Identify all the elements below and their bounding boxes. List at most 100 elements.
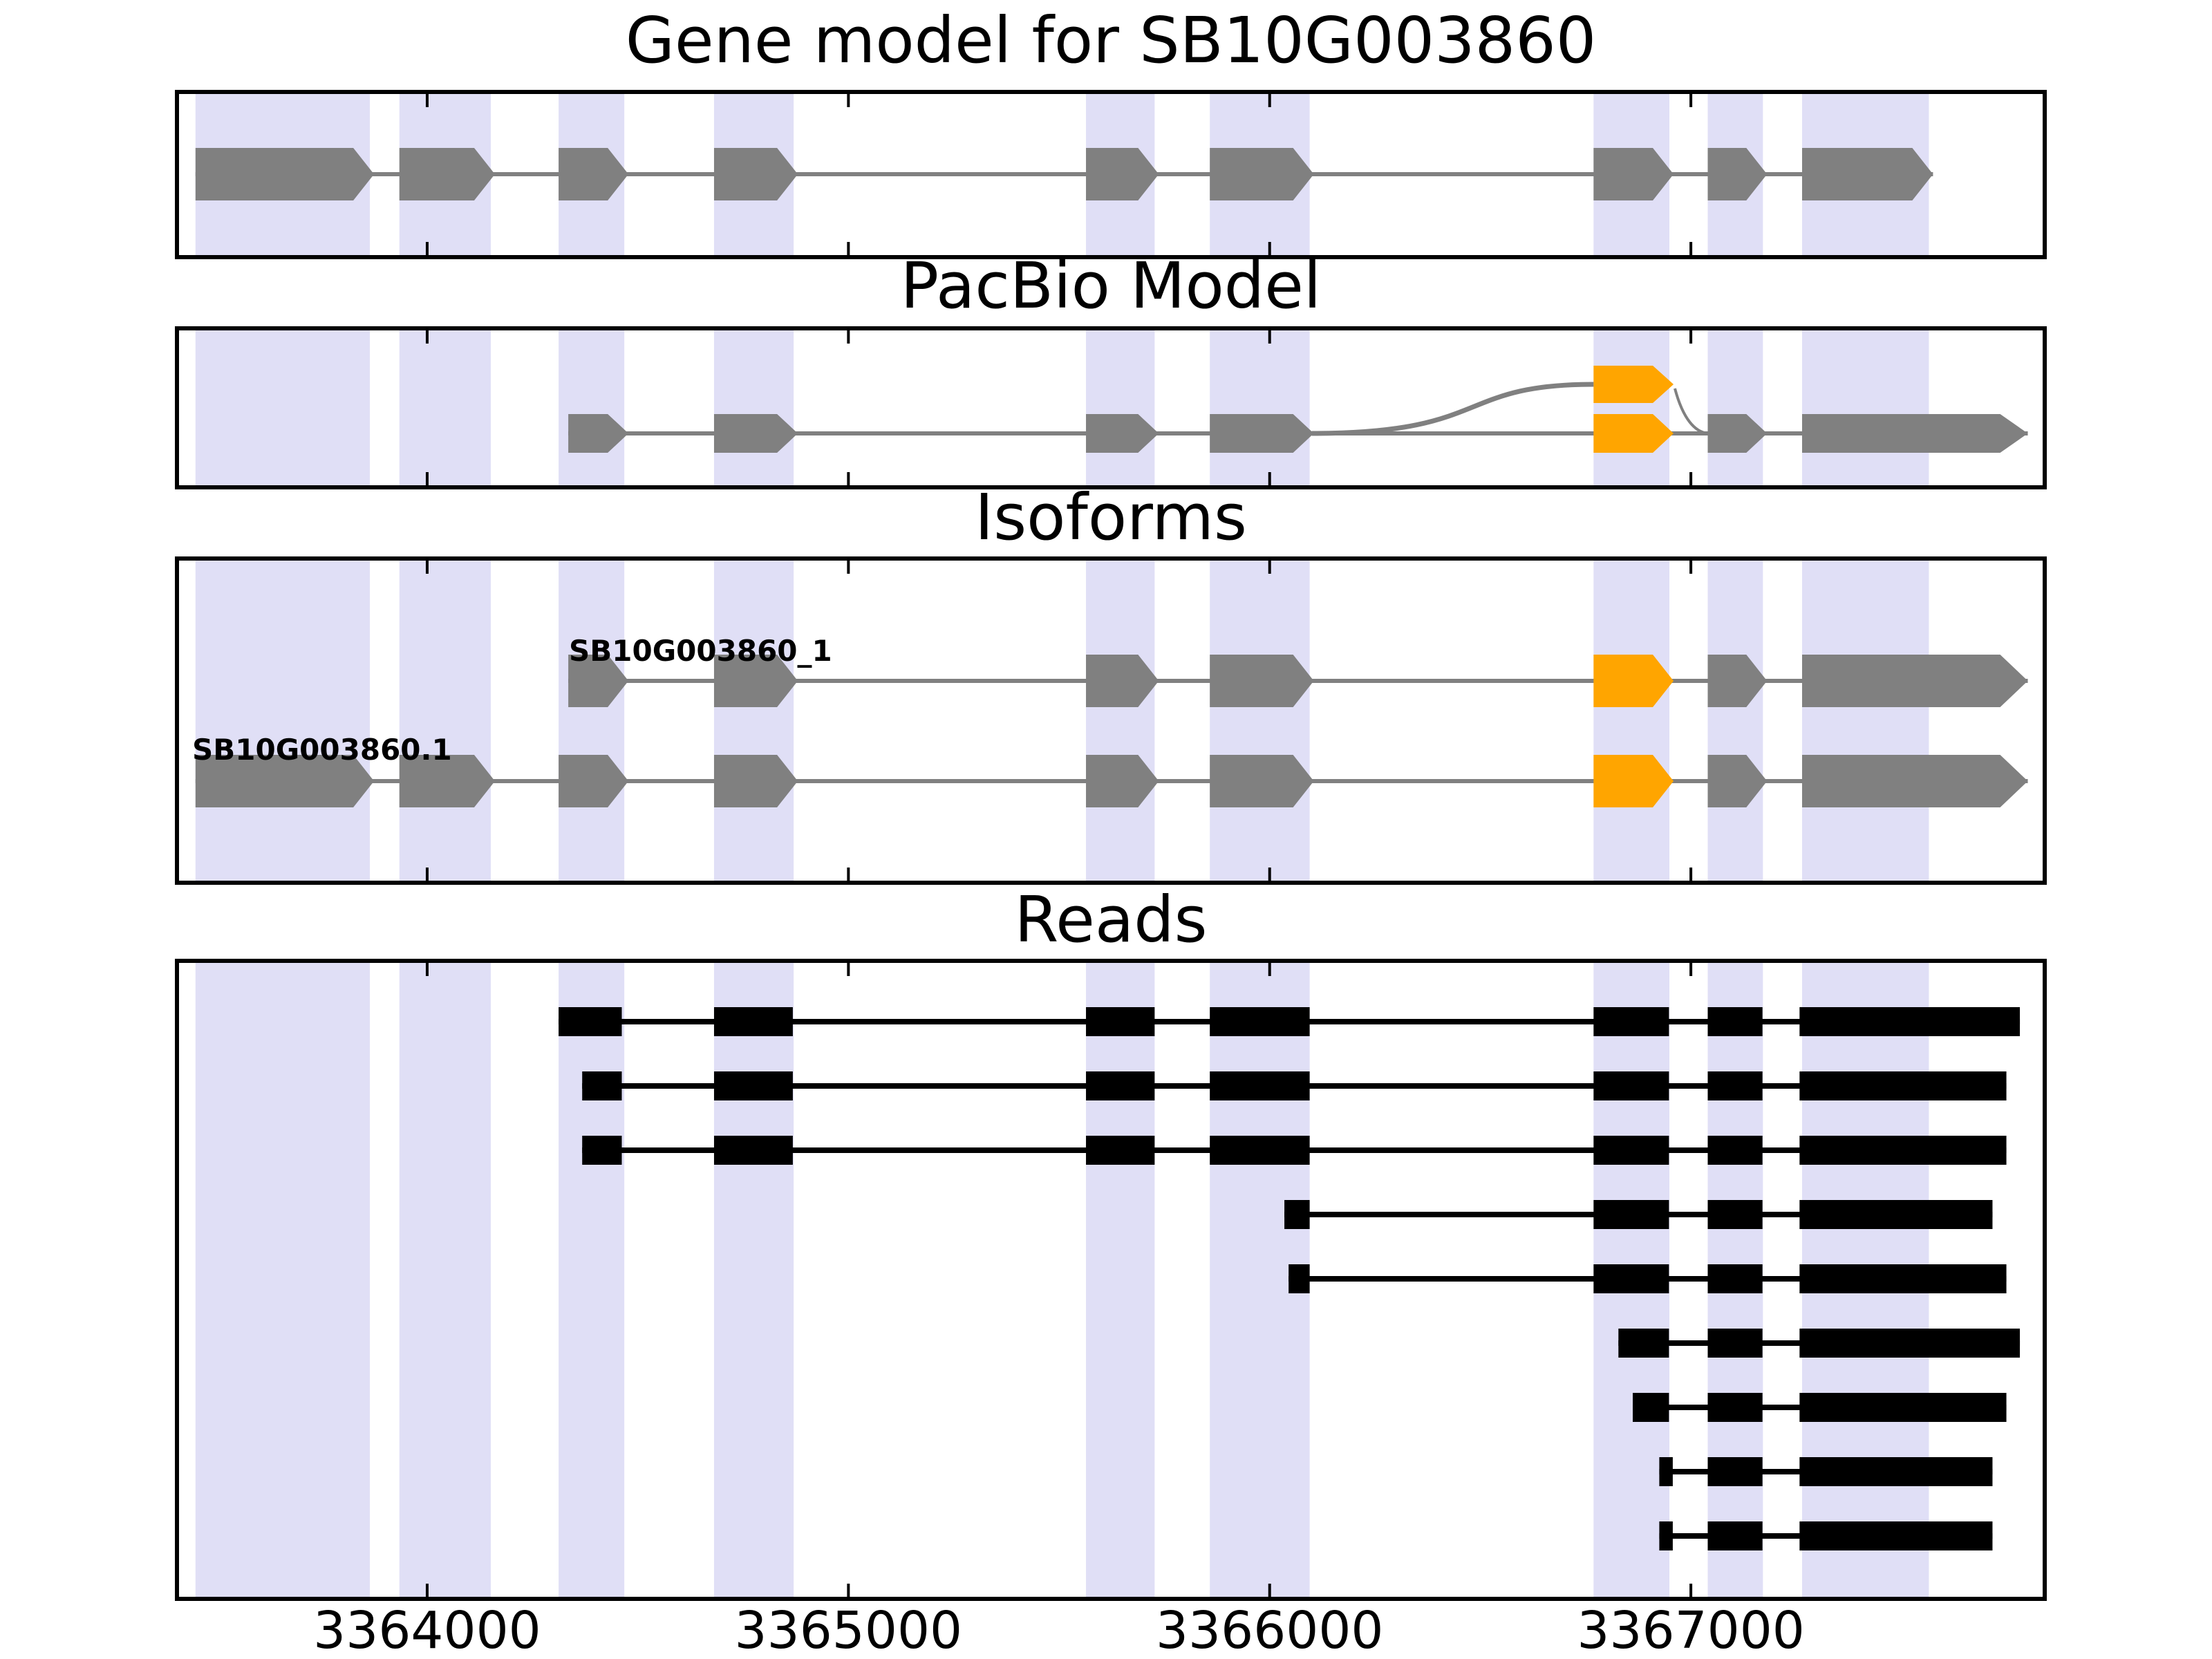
read-block <box>1707 1329 1763 1358</box>
exon <box>1210 414 1314 453</box>
read-block <box>1707 1007 1763 1036</box>
exon <box>1086 655 1159 707</box>
read-block <box>1210 1136 1310 1165</box>
panel-gene-model <box>175 90 2047 259</box>
exon <box>1086 414 1159 453</box>
title-reads: Reads <box>1014 883 1208 957</box>
highlight-band <box>559 328 625 487</box>
read-3 <box>582 1136 2007 1165</box>
read-block <box>1659 1457 1673 1486</box>
exon <box>399 755 495 807</box>
panel-isoforms <box>175 556 2047 885</box>
highlight-band <box>559 559 625 883</box>
highlight-band <box>1086 961 1155 1599</box>
exon <box>568 414 629 453</box>
exon <box>1707 148 1768 200</box>
read-block <box>713 1071 793 1100</box>
exon <box>1210 655 1314 707</box>
read-block <box>1086 1136 1155 1165</box>
read-block <box>1210 1007 1310 1036</box>
highlight-band <box>399 328 491 487</box>
isoform-label-SB10G003860.1: SB10G003860.1 <box>192 733 452 767</box>
track-isoform-SB10G003860_1 <box>568 655 2028 707</box>
exon <box>399 148 495 200</box>
exon <box>1707 655 1768 707</box>
read-block <box>1593 1264 1669 1293</box>
track-pacbio-transcript <box>568 414 2028 453</box>
read-4 <box>1284 1200 1993 1229</box>
read-block <box>713 1136 793 1165</box>
title-gene-model: Gene model for SB10G003860 <box>625 3 1597 77</box>
exon <box>1593 414 1674 453</box>
read-block <box>1799 1329 2021 1358</box>
highlight-band <box>1086 328 1155 487</box>
exon <box>1086 755 1159 807</box>
read-block <box>582 1071 622 1100</box>
highlight-band <box>1801 328 1929 487</box>
title-isoforms: Isoforms <box>975 480 1247 554</box>
exon <box>1801 414 2028 453</box>
read-block <box>1799 1393 2007 1422</box>
highlight-band <box>559 961 625 1599</box>
read-block <box>1707 1200 1763 1229</box>
read-block <box>1659 1521 1673 1550</box>
read-block <box>1707 1393 1763 1422</box>
read-block <box>1593 1136 1669 1165</box>
highlight-band <box>1593 328 1670 487</box>
read-block <box>1210 1071 1310 1100</box>
exon <box>1593 755 1674 807</box>
read-block <box>582 1136 622 1165</box>
read-block <box>559 1007 622 1036</box>
exon <box>195 755 375 807</box>
exon <box>559 148 629 200</box>
read-block <box>1593 1007 1669 1036</box>
read-block <box>1593 1071 1669 1100</box>
read-block <box>1707 1071 1763 1100</box>
read-2 <box>582 1071 2007 1100</box>
panel-reads <box>175 959 2047 1601</box>
exon <box>713 148 798 200</box>
isoform-label-SB10G003860_1: SB10G003860_1 <box>569 634 832 668</box>
highlight-band <box>1210 328 1310 487</box>
track-isoform-SB10G003860.1 <box>195 755 2028 807</box>
highlight-band <box>399 559 491 883</box>
exon <box>1801 655 2028 707</box>
read-block <box>1707 1457 1763 1486</box>
read-block <box>1284 1200 1310 1229</box>
track-gene-model-transcript <box>195 148 1933 200</box>
highlight-band <box>713 328 794 487</box>
highlight-band <box>399 961 491 1599</box>
highlight-band <box>1210 559 1310 883</box>
exon <box>713 655 798 707</box>
read-block <box>1799 1521 1993 1550</box>
highlight-band <box>713 961 794 1599</box>
highlight-band <box>1086 559 1155 883</box>
exon <box>1593 655 1674 707</box>
highlight-band <box>195 559 371 883</box>
exon <box>1801 755 2028 807</box>
exon <box>1210 148 1314 200</box>
splice-curve <box>1674 388 1708 435</box>
exon <box>195 148 375 200</box>
exon <box>1086 148 1159 200</box>
read-6 <box>1618 1329 2021 1358</box>
read-block <box>1799 1071 2007 1100</box>
highlight-band <box>1707 328 1763 487</box>
panel-pacbio <box>175 326 2047 489</box>
exon <box>713 755 798 807</box>
read-block <box>1707 1264 1763 1293</box>
read-8 <box>1659 1457 1993 1486</box>
exon <box>1707 755 1768 807</box>
exon <box>1801 148 1933 200</box>
exon <box>568 655 629 707</box>
read-block <box>1618 1329 1669 1358</box>
highlight-band <box>195 328 371 487</box>
panel-border <box>175 90 2047 259</box>
panel-border <box>175 959 2047 1601</box>
read-block <box>1799 1264 2007 1293</box>
exon <box>1707 414 1768 453</box>
read-block <box>1593 1200 1669 1229</box>
read-1 <box>559 1007 2021 1036</box>
